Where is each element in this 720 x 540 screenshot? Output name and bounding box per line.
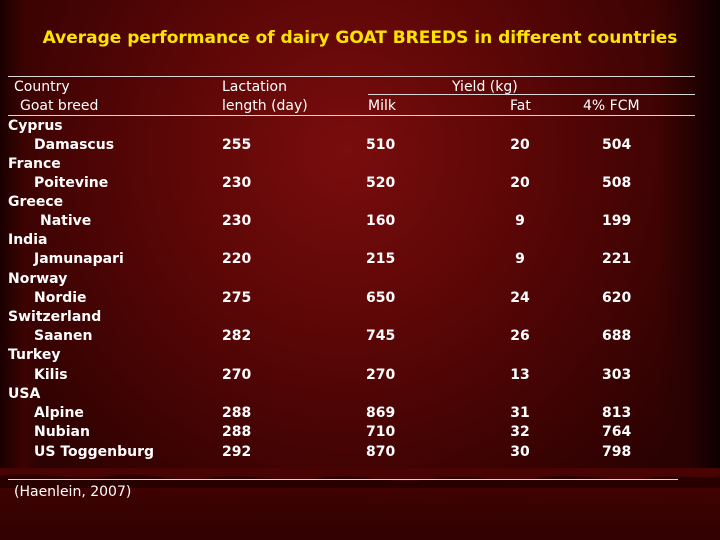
fat-saanen: 26 [510, 328, 530, 344]
fat-native: 9 [515, 213, 525, 229]
milk-jamunapari: 215 [366, 251, 396, 267]
fcm-saanen: 688 [602, 328, 632, 344]
header-goat-breed: Goat breed [20, 98, 99, 114]
milk-damascus: 510 [366, 137, 396, 153]
header-lactation-line2: length (day) [222, 98, 308, 114]
fat-kilis: 13 [510, 367, 530, 383]
lactation-alpine: 288 [222, 405, 252, 421]
lactation-us-toggenburg: 292 [222, 444, 252, 460]
country-cyprus: Cyprus [8, 118, 63, 134]
header-fcm: 4% FCM [583, 98, 640, 114]
fat-jamunapari: 9 [515, 251, 525, 267]
fcm-us-toggenburg: 798 [602, 444, 632, 460]
floor-shadow-ridges [0, 474, 720, 540]
header-yield-group: Yield (kg) [452, 79, 518, 95]
country-india: India [8, 232, 48, 248]
fat-damascus: 20 [510, 137, 530, 153]
fat-nordie: 24 [510, 290, 530, 306]
table-bottom-rule [8, 479, 678, 480]
milk-nordie: 650 [366, 290, 396, 306]
fcm-kilis: 303 [602, 367, 632, 383]
lactation-damascus: 255 [222, 137, 252, 153]
fat-us-toggenburg: 30 [510, 444, 530, 460]
header-top-rule [8, 76, 695, 77]
lactation-nordie: 275 [222, 290, 252, 306]
fat-poitevine: 20 [510, 175, 530, 191]
curtain-right [660, 0, 720, 540]
header-milk: Milk [368, 98, 396, 114]
fcm-poitevine: 508 [602, 175, 632, 191]
fcm-jamunapari: 221 [602, 251, 632, 267]
header-bottom-rule [8, 115, 695, 116]
fat-alpine: 31 [510, 405, 530, 421]
slide-title: Average performance of dairy GOAT BREEDS… [42, 28, 678, 48]
country-turkey: Turkey [8, 347, 61, 363]
header-fat: Fat [510, 98, 531, 114]
header-lactation-line1: Lactation [222, 79, 287, 95]
fcm-nordie: 620 [602, 290, 632, 306]
breed-poitevine: Poitevine [34, 175, 109, 191]
breed-alpine: Alpine [34, 405, 84, 421]
breed-nubian: Nubian [34, 424, 90, 440]
breed-kilis: Kilis [34, 367, 68, 383]
lactation-poitevine: 230 [222, 175, 252, 191]
milk-native: 160 [366, 213, 396, 229]
milk-poitevine: 520 [366, 175, 396, 191]
lactation-native: 230 [222, 213, 252, 229]
country-usa: USA [8, 386, 41, 402]
country-norway: Norway [8, 271, 68, 287]
yield-group-rule [368, 94, 695, 95]
fcm-damascus: 504 [602, 137, 632, 153]
source-citation: (Haenlein, 2007) [14, 484, 132, 500]
milk-nubian: 710 [366, 424, 396, 440]
breed-saanen: Saanen [34, 328, 93, 344]
country-france: France [8, 156, 61, 172]
stage-floor [0, 468, 720, 540]
lactation-jamunapari: 220 [222, 251, 252, 267]
breed-jamunapari: Jamunapari [34, 251, 124, 267]
breed-damascus: Damascus [34, 137, 115, 153]
milk-us-toggenburg: 870 [366, 444, 396, 460]
fcm-alpine: 813 [602, 405, 632, 421]
milk-kilis: 270 [366, 367, 396, 383]
lactation-nubian: 288 [222, 424, 252, 440]
country-switzerland: Switzerland [8, 309, 102, 325]
breed-us-toggenburg: US Toggenburg [34, 444, 155, 460]
lactation-saanen: 282 [222, 328, 252, 344]
country-greece: Greece [8, 194, 64, 210]
breed-native: Native [40, 213, 92, 229]
milk-alpine: 869 [366, 405, 396, 421]
lactation-kilis: 270 [222, 367, 252, 383]
header-country: Country [14, 79, 70, 95]
breed-nordie: Nordie [34, 290, 87, 306]
fcm-native: 199 [602, 213, 632, 229]
fcm-nubian: 764 [602, 424, 632, 440]
fat-nubian: 32 [510, 424, 530, 440]
milk-saanen: 745 [366, 328, 396, 344]
curtain-left [0, 0, 40, 540]
